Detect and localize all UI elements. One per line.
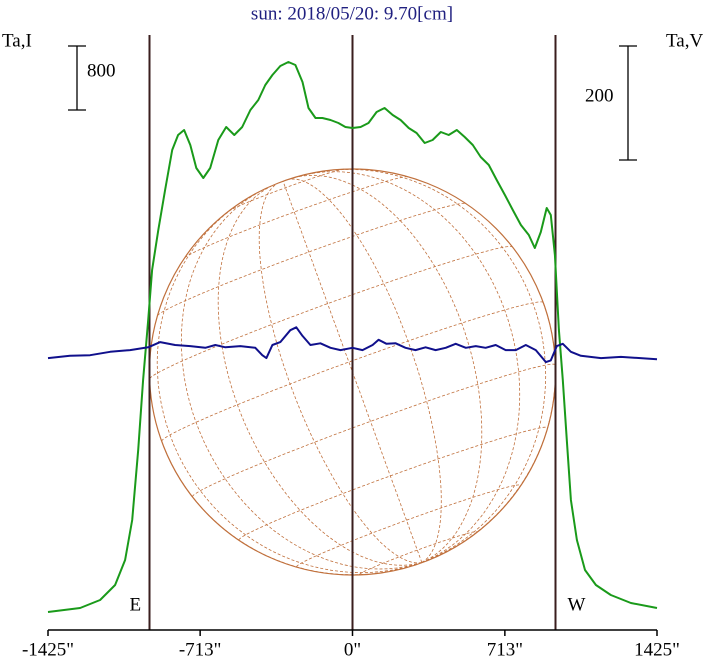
disk-grid-line xyxy=(149,245,513,379)
disk-grid-line xyxy=(157,202,466,316)
disk-grid-line xyxy=(238,426,548,541)
x-tick-label: 0" xyxy=(344,639,361,660)
annotation: E xyxy=(130,594,142,615)
disk-grid-line xyxy=(184,176,408,259)
scale-bar-label: 800 xyxy=(87,60,116,81)
disk-grid-line xyxy=(299,171,521,563)
data-line xyxy=(47,326,658,364)
disk-grid-line xyxy=(258,183,422,564)
disk-grid-line xyxy=(294,174,483,563)
data-line xyxy=(47,61,658,613)
disk-grid-line xyxy=(180,187,422,570)
y2-axis-label: Ta,V xyxy=(666,30,703,51)
disk-grid-line xyxy=(359,531,478,575)
disk-grid-line xyxy=(421,302,556,563)
x-tick-label: 1425" xyxy=(634,639,680,660)
disk-grid-line xyxy=(161,441,422,576)
annotation: W xyxy=(568,594,586,615)
disk-grid-line xyxy=(192,363,556,497)
disk-grid-line xyxy=(228,168,345,212)
x-tick-label: 713" xyxy=(487,639,523,660)
disk-grid-line xyxy=(289,178,442,563)
x-tick-label: -1425" xyxy=(22,639,74,660)
y-axis-label: Ta,I xyxy=(2,30,32,51)
disk-grid-line xyxy=(282,181,423,563)
disk-grid-line xyxy=(217,185,422,566)
disk-grid-line xyxy=(296,484,521,567)
scale-bar-label: 200 xyxy=(585,85,614,106)
disk-grid-line xyxy=(322,168,547,563)
x-tick-label: -713" xyxy=(179,639,222,660)
disk-grid-line xyxy=(156,198,422,574)
chart-title: sun: 2018/05/20: 9.70[cm] xyxy=(251,3,453,24)
solar-disk xyxy=(148,168,557,576)
